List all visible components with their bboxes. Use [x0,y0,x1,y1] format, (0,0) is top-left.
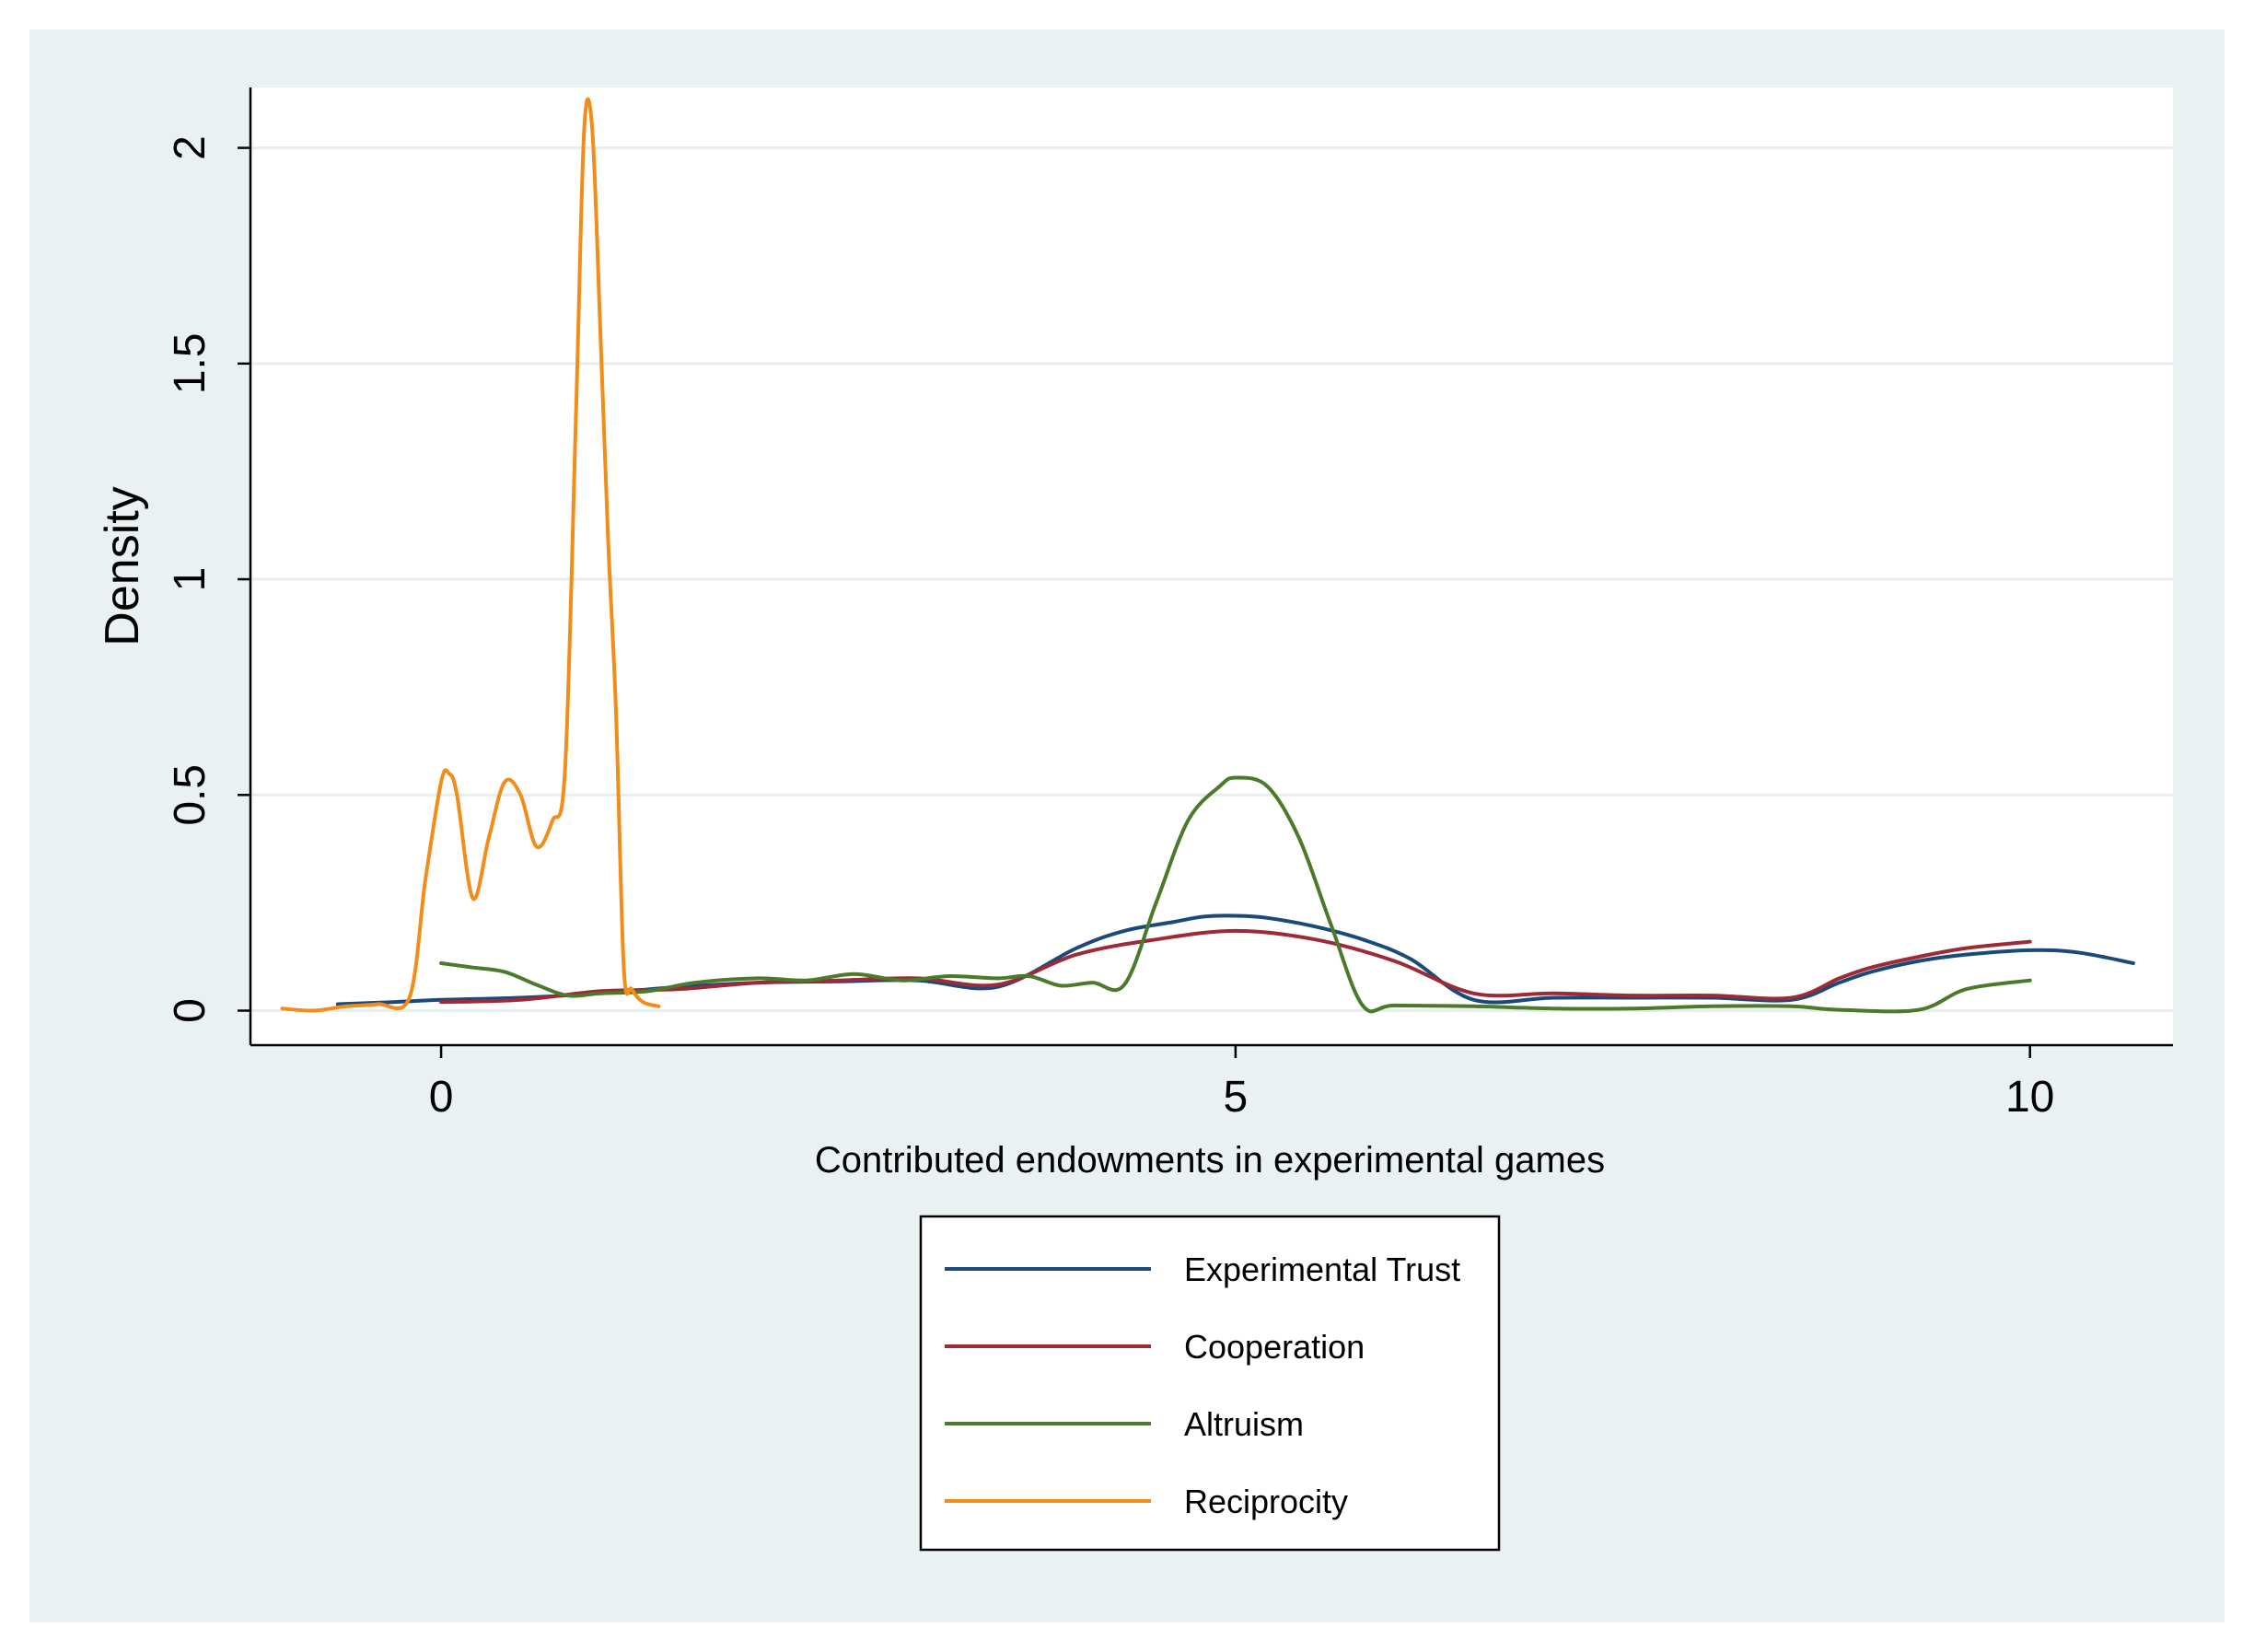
legend-entries: Experimental Trust Cooperation Altruism Rec… [945,1251,1460,1520]
legend-box [919,1215,1501,1552]
axes [249,87,2173,1047]
series-lines [280,97,2135,1014]
legend: Experimental Trust Cooperation Altruism Rec… [919,1215,1501,1552]
y-axis-title: Density [96,486,149,646]
series-line-altruism [439,775,2032,1014]
legend-label-cooperation: Cooperation [1184,1328,1365,1366]
legend-label-experimental-trust: Experimental Trust [1184,1251,1460,1288]
x-tick-label: 10 [2005,1073,2054,1122]
ticks: 0 0.5 1 1.5 2 0 5 10 [166,135,2054,1122]
series-line-reciprocity [280,97,661,1013]
x-tick-label: 0 [429,1073,454,1122]
y-tick-label: 0.5 [166,764,215,826]
y-tick-label: 1 [166,567,215,592]
legend-label-altruism: Altruism [1184,1405,1304,1443]
x-axis-title: Contributed endowments in experimental g… [815,1140,1605,1181]
y-tick-label: 1.5 [166,332,215,394]
series-line-cooperation [439,928,2032,1005]
y-tick-label: 0 [166,998,215,1023]
x-tick-label: 5 [1224,1073,1249,1122]
y-tick-label: 2 [166,135,215,160]
legend-label-reciprocity: Reciprocity [1184,1483,1348,1520]
plot-area [250,87,2173,1045]
